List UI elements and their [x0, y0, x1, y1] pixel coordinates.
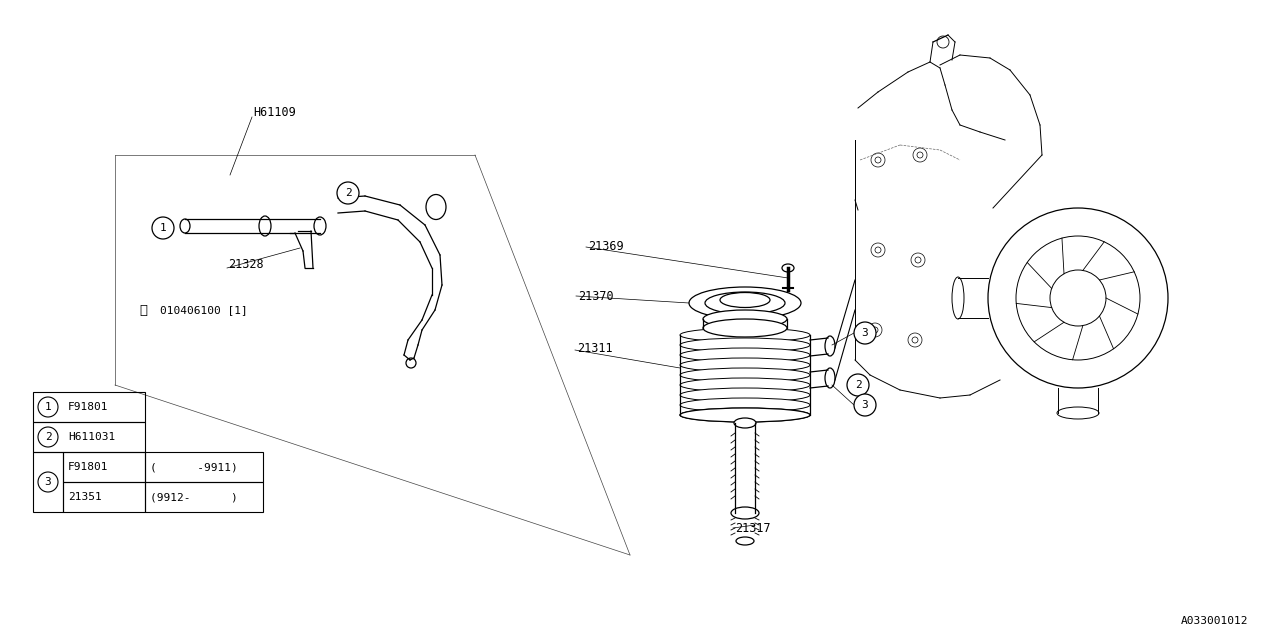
Bar	[63, 482, 145, 512]
Text: 21317: 21317	[735, 522, 771, 534]
Circle shape	[406, 358, 416, 368]
Text: 3: 3	[861, 328, 868, 338]
Text: 010406100 [1]: 010406100 [1]	[160, 305, 248, 315]
Ellipse shape	[680, 348, 810, 362]
Circle shape	[916, 152, 923, 158]
Circle shape	[911, 337, 918, 343]
Text: H611031: H611031	[68, 432, 115, 442]
Ellipse shape	[680, 358, 810, 372]
Circle shape	[1016, 236, 1140, 360]
Circle shape	[337, 182, 358, 204]
Ellipse shape	[826, 336, 835, 356]
Ellipse shape	[736, 537, 754, 545]
Ellipse shape	[689, 287, 801, 319]
Ellipse shape	[703, 310, 787, 328]
Bar	[145, 482, 262, 512]
Text: 3: 3	[861, 400, 868, 410]
Text: 21311: 21311	[577, 342, 613, 355]
Ellipse shape	[826, 368, 835, 388]
Circle shape	[915, 257, 922, 263]
Circle shape	[872, 327, 878, 333]
Ellipse shape	[705, 292, 785, 314]
Ellipse shape	[952, 277, 964, 319]
Text: F91801: F91801	[68, 462, 109, 472]
Ellipse shape	[680, 378, 810, 392]
Text: F91801: F91801	[68, 402, 109, 412]
Bar	[33, 392, 145, 422]
Text: 21351: 21351	[68, 492, 101, 502]
Bar	[145, 452, 262, 482]
Ellipse shape	[426, 195, 445, 220]
Text: H61109: H61109	[253, 106, 296, 118]
Circle shape	[870, 243, 884, 257]
Ellipse shape	[719, 292, 771, 307]
Text: Ⓑ: Ⓑ	[140, 303, 147, 317]
Circle shape	[876, 157, 881, 163]
Text: 3: 3	[45, 477, 51, 487]
Ellipse shape	[180, 219, 189, 233]
Ellipse shape	[259, 216, 271, 236]
Ellipse shape	[680, 408, 810, 422]
Text: 1: 1	[160, 223, 166, 233]
Circle shape	[913, 148, 927, 162]
Ellipse shape	[731, 507, 759, 519]
Text: 21370: 21370	[579, 289, 613, 303]
Circle shape	[854, 322, 876, 344]
Ellipse shape	[680, 398, 810, 412]
Text: 1: 1	[45, 402, 51, 412]
Circle shape	[911, 253, 925, 267]
Bar	[33, 422, 145, 452]
Circle shape	[868, 323, 882, 337]
Circle shape	[152, 217, 174, 239]
Ellipse shape	[314, 217, 326, 235]
Ellipse shape	[1057, 407, 1100, 419]
Text: 2: 2	[45, 432, 51, 442]
Text: 2: 2	[855, 380, 861, 390]
Ellipse shape	[782, 264, 794, 272]
Ellipse shape	[680, 408, 810, 422]
Text: (      -9911): ( -9911)	[150, 462, 238, 472]
Text: (9912-      ): (9912- )	[150, 492, 238, 502]
Circle shape	[908, 333, 922, 347]
Text: 2: 2	[344, 188, 352, 198]
Circle shape	[38, 472, 58, 492]
Bar	[33, 452, 63, 512]
Circle shape	[847, 374, 869, 396]
Ellipse shape	[680, 368, 810, 382]
Circle shape	[988, 208, 1169, 388]
Text: 21369: 21369	[588, 241, 623, 253]
Circle shape	[38, 397, 58, 417]
Circle shape	[854, 394, 876, 416]
Ellipse shape	[733, 418, 756, 428]
Circle shape	[937, 36, 948, 48]
Bar	[63, 452, 145, 482]
Ellipse shape	[703, 319, 787, 337]
Circle shape	[876, 247, 881, 253]
Ellipse shape	[680, 328, 810, 342]
Circle shape	[1050, 270, 1106, 326]
Text: A033001012: A033001012	[1180, 616, 1248, 626]
Circle shape	[870, 153, 884, 167]
Text: 21328: 21328	[228, 259, 264, 271]
Ellipse shape	[680, 338, 810, 352]
Circle shape	[38, 427, 58, 447]
Ellipse shape	[680, 388, 810, 402]
